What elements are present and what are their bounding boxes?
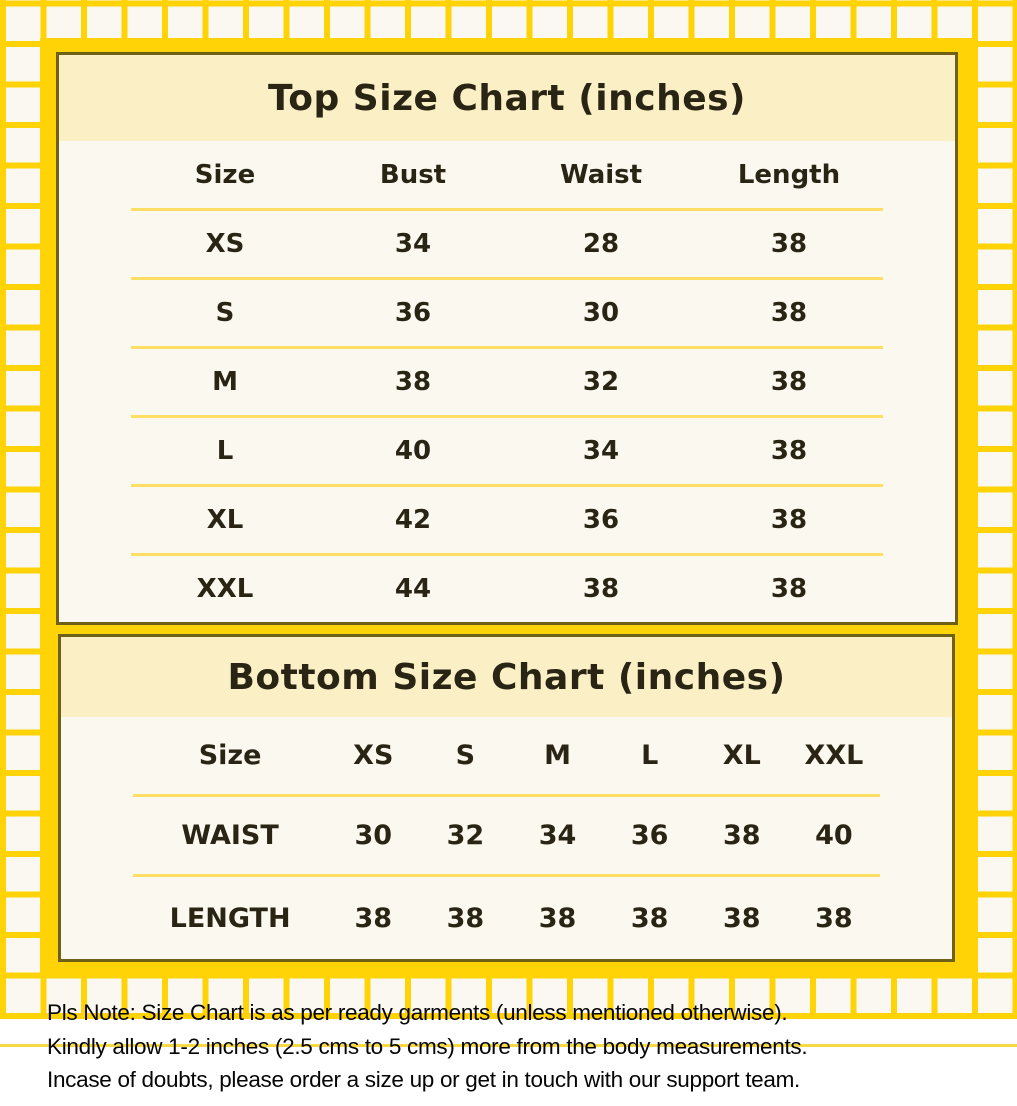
table-row: S 36 30 38: [131, 280, 883, 349]
table-cell: 38: [770, 505, 808, 535]
table-cell: XXL: [196, 574, 254, 604]
table-cell: 38: [770, 367, 808, 397]
header-cell: Length: [737, 159, 841, 190]
bottom-chart-title: Bottom Size Chart (inches): [227, 656, 786, 698]
header-cell: Bust: [379, 159, 447, 190]
bottom-size-chart-panel: Bottom Size Chart (inches) Size XS S M L…: [58, 634, 955, 962]
table-row: L 40 34 38: [131, 418, 883, 487]
table-row: M 38 32 38: [131, 349, 883, 418]
note-line: Incase of doubts, please order a size up…: [47, 1067, 801, 1092]
table-cell: 34: [394, 229, 432, 259]
header-cell: XXL: [804, 740, 864, 771]
table-cell: 32: [446, 820, 485, 851]
note-line: Pls Note: Size Chart is as per ready gar…: [47, 1000, 788, 1025]
table-cell: 38: [770, 574, 808, 604]
header-cell: M: [544, 740, 571, 771]
top-chart-title: Top Size Chart (inches): [267, 77, 746, 119]
top-size-chart-panel: Top Size Chart (inches) Size Bust Waist …: [56, 52, 958, 625]
header-cell: XS: [353, 740, 394, 771]
table-cell: S: [215, 298, 235, 328]
table-cell: 38: [770, 298, 808, 328]
table-cell: 34: [582, 436, 620, 466]
header-cell: S: [455, 740, 476, 771]
table-cell: WAIST: [181, 820, 279, 851]
table-cell: 38: [446, 902, 485, 934]
header-cell: Size: [198, 740, 262, 771]
table-cell: 38: [538, 902, 577, 934]
table-cell: 32: [582, 367, 620, 397]
note-text: Pls Note: Size Chart is as per ready gar…: [47, 996, 987, 1097]
table-cell: 30: [354, 820, 393, 851]
table-cell: M: [212, 367, 238, 397]
table-cell: LENGTH: [169, 902, 291, 934]
table-header-row: Size XS S M L XL XXL: [133, 717, 880, 797]
bottom-size-table: Size XS S M L XL XXL WAIST 30 32 34 36 3…: [61, 717, 952, 959]
header-cell: L: [641, 740, 659, 771]
table-cell: 38: [630, 902, 669, 934]
table-cell: 38: [815, 902, 853, 934]
header-cell: Waist: [559, 159, 643, 190]
grid-rule-line: [0, 1044, 1017, 1047]
table-cell: 36: [630, 820, 669, 851]
bottom-chart-title-band: Bottom Size Chart (inches): [61, 637, 952, 717]
table-cell: 38: [770, 436, 808, 466]
table-cell: 38: [723, 820, 761, 851]
table-row: WAIST 30 32 34 36 38 40: [133, 797, 880, 877]
table-cell: XL: [206, 505, 244, 535]
table-cell: 36: [394, 298, 432, 328]
table-cell: 38: [723, 902, 761, 934]
table-cell: 30: [582, 298, 620, 328]
table-cell: 38: [354, 902, 393, 934]
top-chart-title-band: Top Size Chart (inches): [59, 55, 955, 141]
table-cell: 38: [394, 367, 432, 397]
table-cell: 40: [394, 436, 432, 466]
table-cell: L: [216, 436, 234, 466]
table-row: XXL 44 38 38: [131, 556, 883, 622]
header-cell: XL: [722, 740, 761, 771]
table-cell: 38: [582, 574, 620, 604]
table-cell: 28: [582, 229, 620, 259]
table-cell: 40: [815, 820, 853, 851]
table-cell: XS: [205, 229, 245, 259]
top-size-table: Size Bust Waist Length XS 34 28 38 S 36 …: [59, 141, 955, 622]
table-cell: 44: [394, 574, 432, 604]
note-line: Kindly allow 1-2 inches (2.5 cms to 5 cm…: [47, 1033, 808, 1059]
header-cell: Size: [194, 159, 256, 190]
table-cell: 36: [582, 505, 620, 535]
table-row: XS 34 28 38: [131, 211, 883, 280]
table-header-row: Size Bust Waist Length: [131, 141, 883, 211]
table-row: LENGTH 38 38 38 38 38 38: [133, 877, 880, 959]
table-row: XL 42 36 38: [131, 487, 883, 556]
table-cell: 38: [770, 229, 808, 259]
table-cell: 42: [394, 505, 432, 535]
table-cell: 34: [538, 820, 577, 851]
